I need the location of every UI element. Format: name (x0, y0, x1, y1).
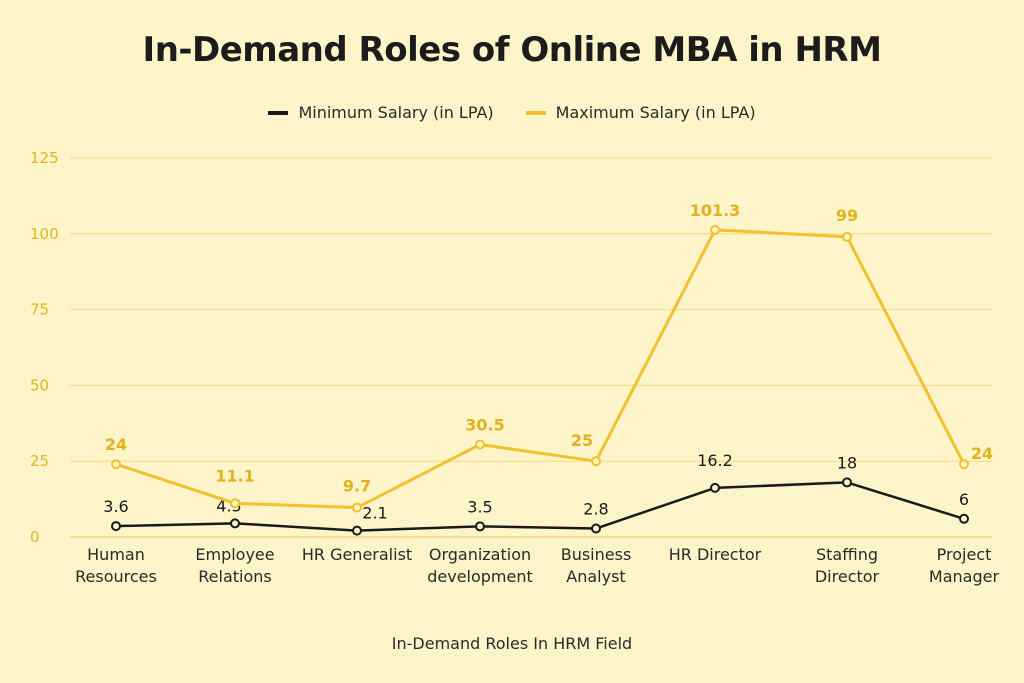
data-point-s0-7 (959, 513, 969, 524)
legend-swatch-min (268, 110, 289, 115)
x-tick-label-1: Employee Relations (195, 545, 274, 586)
data-label-s1-6: 99 (836, 206, 858, 225)
x-tick-label-4: Business Analyst (561, 545, 632, 586)
data-label-s0-0: 3.6 (103, 497, 128, 516)
data-label-s0-5: 16.2 (697, 451, 733, 470)
legend-item-min[interactable]: Minimum Salary (in LPA) (268, 103, 494, 122)
data-point-s1-1 (230, 498, 240, 509)
data-label-s0-6: 18 (837, 453, 857, 472)
data-point-s0-0 (111, 521, 121, 532)
x-tick-label-5: HR Director (669, 545, 762, 564)
x-tick-label-6: Staffing Director (815, 545, 880, 586)
legend: Minimum Salary (in LPA) Maximum Salary (… (0, 103, 1024, 122)
data-point-s0-5 (710, 482, 720, 493)
y-tick-label-75: 75 (30, 301, 49, 319)
data-point-s0-3 (475, 521, 485, 532)
legend-label-min: Minimum Salary (in LPA) (298, 103, 494, 122)
data-point-s1-7 (959, 459, 969, 470)
series-line-1 (115, 228, 966, 510)
data-label-s1-3: 30.5 (465, 416, 504, 435)
y-tick-label-50: 50 (30, 376, 49, 394)
data-point-s1-3 (475, 439, 485, 450)
data-label-s0-3: 3.5 (467, 497, 492, 516)
data-point-s0-4 (591, 523, 601, 534)
data-label-s0-2: 2.1 (362, 504, 387, 523)
legend-item-max[interactable]: Maximum Salary (in LPA) (525, 103, 756, 122)
x-tick-label-3: Organization development (427, 545, 533, 586)
x-tick-label-2: HR Generalist (302, 545, 412, 564)
y-tick-label-125: 125 (30, 149, 59, 167)
data-point-s1-5 (710, 224, 720, 235)
data-point-s1-0 (111, 459, 121, 470)
x-tick-label-7: Project Manager (929, 545, 1000, 586)
y-tick-label-100: 100 (30, 225, 59, 243)
y-tick-label-25: 25 (30, 452, 49, 470)
data-label-s1-7: 24 (971, 444, 993, 463)
data-point-s0-1 (230, 518, 240, 529)
data-label-s1-1: 11.1 (215, 466, 254, 485)
data-label-s0-7: 6 (959, 490, 969, 509)
x-axis-title: In-Demand Roles In HRM Field (391, 634, 633, 653)
data-point-s0-6 (842, 477, 852, 488)
data-label-s1-4: 25 (571, 431, 593, 450)
data-point-s1-4 (591, 456, 601, 467)
data-label-s1-0: 24 (105, 435, 127, 454)
series-line-0 (115, 481, 965, 532)
data-point-s0-2 (352, 525, 362, 536)
legend-label-max: Maximum Salary (in LPA) (555, 103, 756, 122)
data-point-s1-6 (842, 231, 852, 242)
chart-title: In-Demand Roles of Online MBA in HRM (142, 30, 882, 70)
legend-swatch-max (525, 110, 546, 115)
data-label-s1-5: 101.3 (690, 201, 741, 220)
data-label-s1-2: 9.7 (343, 477, 371, 496)
y-tick-label-0: 0 (30, 528, 40, 546)
data-label-s0-4: 2.8 (583, 500, 608, 519)
data-point-s1-2 (352, 502, 362, 513)
x-tick-label-0: Human Resources (75, 545, 157, 586)
